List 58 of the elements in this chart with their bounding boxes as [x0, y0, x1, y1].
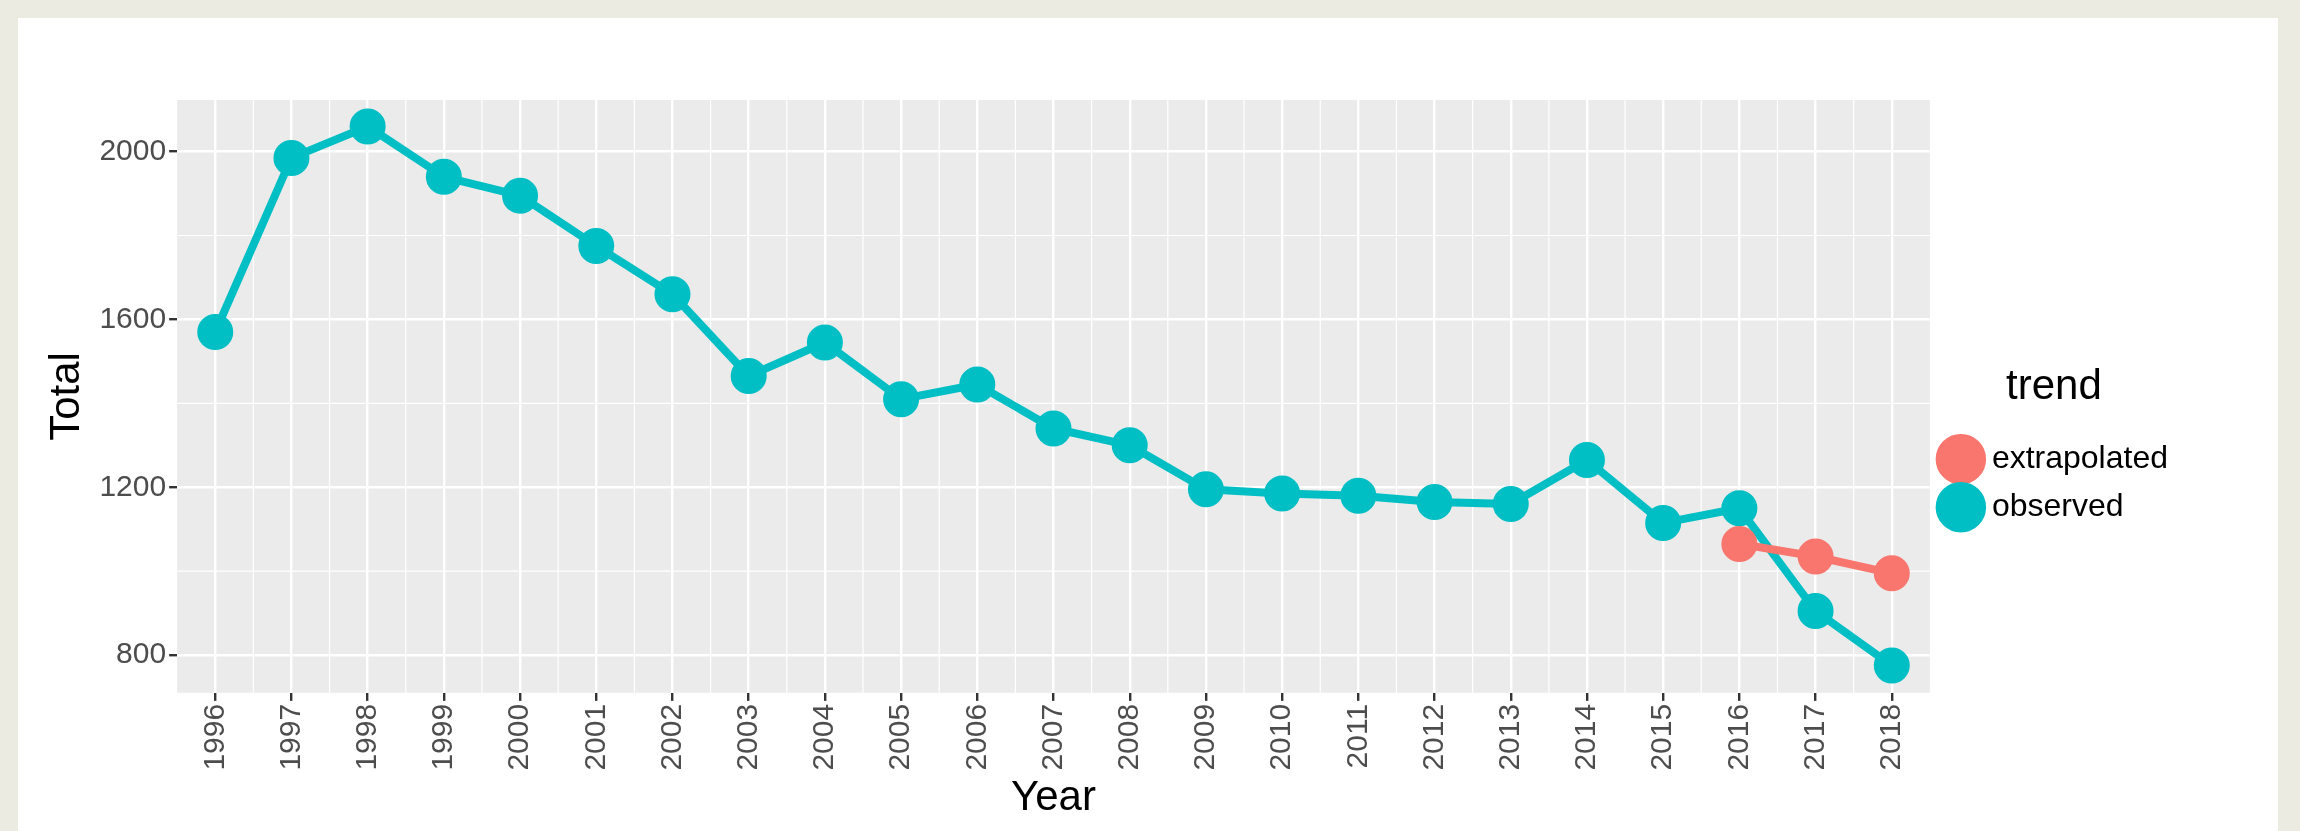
- x-tick-label: 1996: [196, 703, 230, 771]
- point: [197, 314, 234, 351]
- y-tick-label: 2000: [99, 132, 167, 166]
- point: [273, 139, 310, 176]
- legend-title: trend: [2006, 361, 2102, 409]
- x-tick-label: 2016: [1720, 703, 1754, 771]
- x-tick-label: 2008: [1110, 703, 1144, 771]
- x-tick-label: 2004: [806, 703, 840, 771]
- y-tick-label: 1200: [99, 468, 167, 502]
- x-tick-label: 2011: [1339, 703, 1373, 769]
- x-tick-label: 2000: [501, 703, 535, 771]
- x-tick-label: 1998: [348, 703, 382, 771]
- x-tick-label: 2014: [1568, 703, 1602, 771]
- point: [883, 381, 920, 418]
- legend-label: extrapolated: [1991, 439, 2168, 476]
- x-tick-label: 2015: [1644, 703, 1678, 771]
- point: [1111, 427, 1148, 464]
- x-tick-label: 2009: [1187, 703, 1221, 771]
- point: [1568, 442, 1605, 478]
- point: [1492, 486, 1529, 523]
- point: [1035, 410, 1072, 447]
- y-tick-label: 1600: [99, 300, 167, 334]
- x-tick-label: 2013: [1492, 703, 1526, 771]
- point: [1416, 483, 1453, 520]
- point: [1187, 471, 1224, 508]
- x-tick-label: 2002: [653, 703, 687, 771]
- point: [959, 366, 996, 403]
- point: [806, 324, 843, 361]
- point: [654, 276, 691, 313]
- x-tick-label: 2007: [1034, 703, 1068, 771]
- point: [1873, 647, 1910, 684]
- x-tick-label: 2003: [729, 703, 763, 771]
- point: [730, 358, 767, 395]
- x-tick-label: 1999: [425, 703, 459, 771]
- point: [1264, 475, 1301, 512]
- x-tick-label: 2017: [1796, 703, 1830, 771]
- x-axis-title: Year: [1011, 772, 1096, 820]
- y-tick-label: 800: [116, 636, 167, 670]
- point: [1721, 525, 1758, 562]
- x-tick-label: 2018: [1873, 703, 1907, 771]
- point: [1721, 490, 1758, 527]
- point: [1340, 477, 1377, 514]
- x-tick-label: 1997: [272, 703, 306, 771]
- x-tick-label: 2006: [958, 703, 992, 771]
- y-axis-title: Total: [40, 352, 88, 441]
- x-tick-label: 2012: [1415, 703, 1449, 771]
- point: [1797, 538, 1834, 575]
- point: [578, 228, 615, 265]
- point: [1645, 504, 1682, 541]
- legend-label: observed: [1991, 487, 2124, 524]
- point: [1873, 555, 1910, 592]
- point: [349, 108, 386, 145]
- point: [1797, 593, 1834, 630]
- point: [502, 177, 539, 214]
- x-tick-label: 2001: [577, 703, 611, 771]
- x-tick-label: 2005: [882, 703, 916, 771]
- point: [425, 158, 462, 195]
- x-tick-label: 2010: [1263, 703, 1297, 771]
